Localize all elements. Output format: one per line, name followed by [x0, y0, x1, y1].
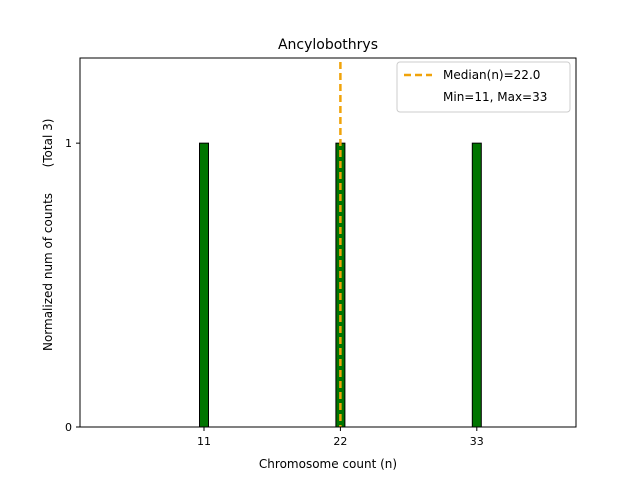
- bar: [471, 142, 482, 428]
- x-tick-label: 22: [333, 435, 347, 448]
- legend-median-label: Median(n)=22.0: [443, 68, 540, 82]
- y-ticks: 01: [65, 137, 80, 434]
- legend-range-label: Min=11, Max=33: [443, 90, 547, 104]
- x-tick-label: 33: [470, 435, 484, 448]
- legend: Median(n)=22.0 Min=11, Max=33: [396, 61, 571, 113]
- y-axis-total-label: (Total 3): [41, 119, 55, 168]
- y-tick-label: 1: [65, 137, 72, 150]
- y-tick-label: 0: [65, 421, 72, 434]
- bar: [199, 142, 209, 428]
- x-axis-label: Chromosome count (n): [259, 457, 397, 471]
- plot-frame: [79, 57, 577, 428]
- y-axis-label: Normalized num of counts: [41, 193, 55, 351]
- legend-box: [396, 61, 571, 113]
- x-ticks: 11 22 33: [197, 427, 484, 448]
- x-tick-label: 11: [197, 435, 211, 448]
- chart-title: Ancylobothrys: [278, 37, 378, 53]
